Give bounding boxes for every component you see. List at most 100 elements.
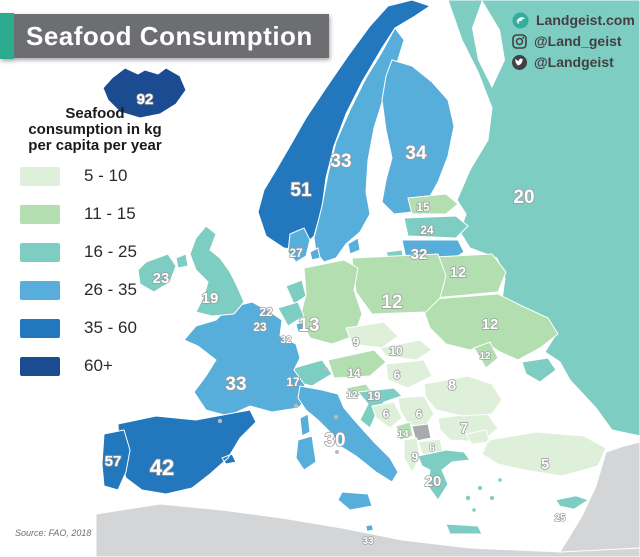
instagram-icon <box>512 33 527 49</box>
legend-item: 16 - 25 <box>10 242 180 262</box>
country-poland <box>351 253 447 315</box>
label-malta: 33 <box>362 536 374 547</box>
greek-island <box>498 478 502 482</box>
microstate-dot-monaco <box>293 403 299 409</box>
label-switzerland: 17 <box>286 375 300 389</box>
greek-island <box>490 496 494 500</box>
land-middle-east <box>559 441 640 553</box>
label-ireland: 23 <box>153 270 170 287</box>
label-spain: 42 <box>150 455 174 480</box>
branding-website-row: Landgeist.com <box>512 12 635 28</box>
legend-swatch-band5 <box>20 318 60 338</box>
label-germany: 13 <box>298 315 319 336</box>
country-cyprus <box>555 495 589 510</box>
label-netherlands: 22 <box>259 305 273 319</box>
label-bosnia: 6 <box>383 407 390 421</box>
label-montenegro: 14 <box>397 429 409 440</box>
microstate-dot-liechtenstein <box>324 367 328 371</box>
legend-title-line: per capita per year <box>28 137 162 155</box>
legend-label: 5 - 10 <box>84 166 128 186</box>
instagram-handle: @Land_geist <box>534 33 622 49</box>
landgeist-logo-icon <box>512 12 529 28</box>
country-turkey <box>465 429 607 477</box>
label-belgium: 23 <box>253 320 267 334</box>
country-montenegro <box>395 421 414 441</box>
country-spain <box>117 409 257 495</box>
country-estonia <box>407 193 459 215</box>
country-malta <box>365 524 374 532</box>
legend-item: 26 - 35 <box>10 280 180 300</box>
country-denmark <box>287 227 321 263</box>
label-hungary: 6 <box>394 368 401 382</box>
label-macedonia: 6 <box>429 443 435 454</box>
country-ireland <box>137 253 177 293</box>
label-romania: 8 <box>448 377 456 394</box>
white-sea <box>472 0 505 88</box>
twitter-icon <box>512 54 527 70</box>
legend-title-line: Seafood <box>65 105 125 122</box>
legend-swatch-band2 <box>20 204 60 224</box>
legend-swatch-band1 <box>20 166 60 186</box>
twitter-handle: @Landgeist <box>534 54 614 70</box>
country-france <box>183 301 311 437</box>
legend-swatch-band6 <box>20 356 60 376</box>
legend-label: 60+ <box>84 356 113 376</box>
country-ukraine <box>419 293 559 361</box>
branding-instagram-row: @Land_geist <box>512 33 635 49</box>
legend-swatch-band4 <box>20 280 60 300</box>
source-note: Source: FAO, 2018 <box>15 528 92 538</box>
legend-item: 35 - 60 <box>10 318 180 338</box>
country-netherlands <box>285 279 307 305</box>
legend-item: 11 - 15 <box>10 204 180 224</box>
country-latvia <box>403 215 469 239</box>
label-iceland: 92 <box>137 91 154 108</box>
microstate-dot-vatican <box>335 450 339 454</box>
country-portugal <box>101 429 131 491</box>
label-cyprus: 25 <box>554 513 566 524</box>
legend-label: 11 - 15 <box>84 204 136 224</box>
label-lithuania: 32 <box>411 246 428 263</box>
greek-island <box>465 495 471 501</box>
label-italy: 30 <box>324 430 345 451</box>
label-luxembourg: 32 <box>280 335 292 346</box>
label-czechia: 9 <box>353 335 360 349</box>
label-ukraine: 12 <box>482 316 499 333</box>
branding-block: Landgeist.com @Land_geist @Landgeist <box>512 12 635 75</box>
label-austria: 14 <box>347 366 361 380</box>
page-title: Seafood Consumption <box>26 20 313 51</box>
label-estonia: 15 <box>416 200 430 214</box>
legend-title-line: consumption in kg <box>28 121 162 139</box>
country-romania <box>423 375 503 417</box>
label-belarus: 12 <box>450 264 467 281</box>
label-sweden: 33 <box>330 151 351 172</box>
label-croatia: 19 <box>367 389 381 403</box>
label-uk: 19 <box>202 290 219 307</box>
country-uk <box>175 225 245 317</box>
label-serbia: 6 <box>416 407 423 421</box>
country-czechia <box>345 321 399 349</box>
label-france: 33 <box>225 374 246 395</box>
label-bulgaria: 7 <box>460 420 468 437</box>
label-norway: 51 <box>290 180 312 201</box>
legend-label: 35 - 60 <box>84 318 137 338</box>
microstate-dot-andorra <box>217 418 223 424</box>
country-iceland <box>102 67 187 119</box>
country-luxembourg <box>295 321 307 333</box>
country-slovakia <box>379 339 433 361</box>
country-albania <box>403 437 421 474</box>
microstate-dot-san-marino <box>333 414 339 420</box>
country-bosnia <box>371 401 403 429</box>
branding-twitter-row: @Landgeist <box>512 54 635 70</box>
label-poland: 12 <box>381 292 402 313</box>
label-slovakia: 10 <box>389 344 403 358</box>
legend-swatch-band3 <box>20 242 60 262</box>
legend-title: Seafood consumption in kg per capita per… <box>10 105 180 155</box>
label-latvia: 24 <box>420 223 434 237</box>
title-box: Seafood Consumption <box>14 14 329 58</box>
label-greece: 20 <box>425 473 442 490</box>
land-north-africa <box>95 503 640 557</box>
legend-item: 60+ <box>10 356 180 376</box>
label-russia: 20 <box>513 187 534 208</box>
